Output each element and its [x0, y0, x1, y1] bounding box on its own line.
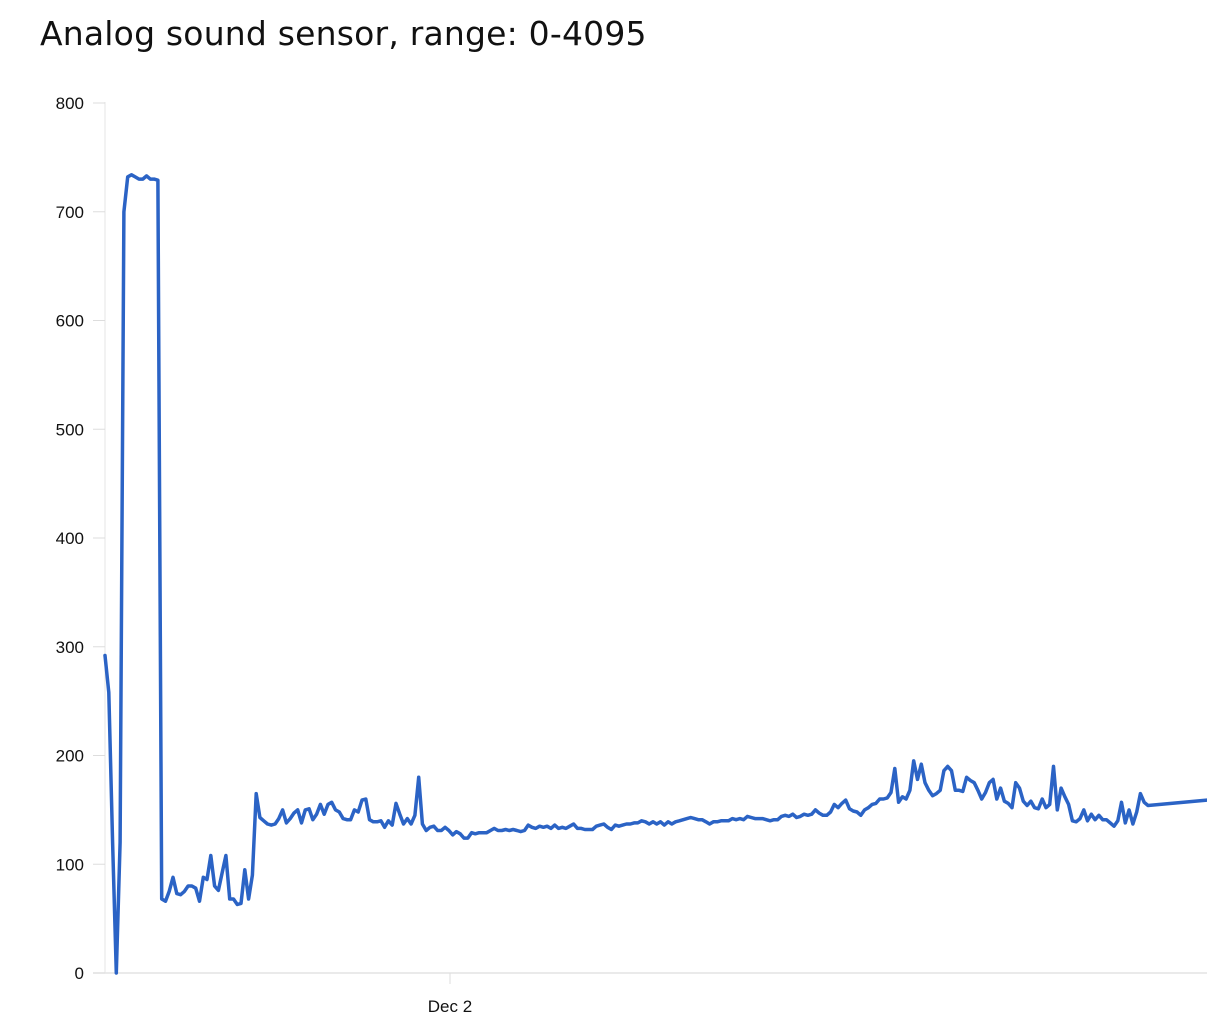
x-tick-label: Dec 2	[428, 997, 472, 1016]
y-axis-ticks: 0 100 200 300 400 500 600 700 800	[56, 94, 105, 983]
y-tick-label: 300	[56, 638, 84, 657]
chart-title: Analog sound sensor, range: 0-4095	[40, 14, 647, 53]
axes	[93, 102, 1207, 974]
y-tick-label: 800	[56, 94, 84, 113]
y-tick-label: 100	[56, 855, 84, 874]
series-group	[103, 173, 1207, 975]
y-tick-label: 400	[56, 529, 84, 548]
series-line	[103, 173, 1207, 975]
y-tick-label: 500	[56, 420, 84, 439]
x-axis-ticks: Dec 2	[428, 973, 472, 1016]
y-tick-label: 700	[56, 203, 84, 222]
y-tick-label: 200	[56, 747, 84, 766]
y-tick-label: 600	[56, 312, 84, 331]
y-tick-label: 0	[75, 964, 84, 983]
